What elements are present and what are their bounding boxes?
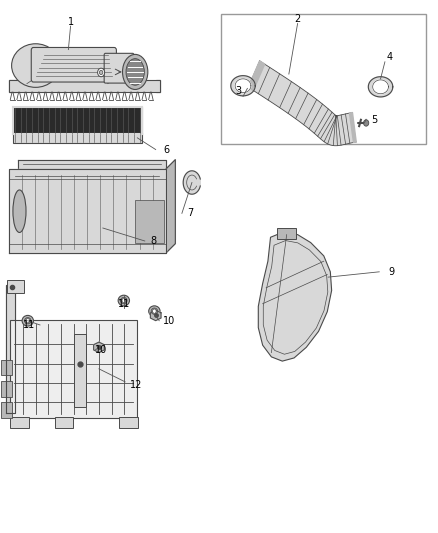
FancyBboxPatch shape [277, 228, 296, 239]
Polygon shape [156, 80, 160, 92]
Polygon shape [248, 61, 356, 146]
Polygon shape [150, 310, 161, 321]
FancyBboxPatch shape [11, 417, 28, 427]
Text: 9: 9 [389, 267, 395, 277]
Text: 8: 8 [150, 236, 156, 246]
Circle shape [364, 120, 369, 126]
Polygon shape [373, 80, 389, 94]
FancyBboxPatch shape [135, 200, 163, 243]
Text: 12: 12 [130, 379, 142, 390]
Ellipse shape [12, 44, 60, 87]
Polygon shape [235, 79, 251, 93]
Ellipse shape [118, 295, 130, 306]
FancyBboxPatch shape [120, 417, 138, 427]
Text: 7: 7 [187, 208, 194, 219]
Polygon shape [9, 80, 15, 92]
FancyBboxPatch shape [9, 80, 160, 92]
Ellipse shape [22, 316, 33, 326]
Polygon shape [248, 61, 265, 91]
Text: 3: 3 [236, 86, 242, 96]
Text: 11: 11 [23, 320, 35, 330]
Polygon shape [231, 76, 255, 96]
Polygon shape [6, 285, 14, 413]
Circle shape [98, 68, 105, 77]
Polygon shape [350, 112, 356, 142]
FancyBboxPatch shape [13, 107, 142, 134]
Ellipse shape [25, 318, 31, 324]
Ellipse shape [123, 54, 148, 90]
Text: 4: 4 [386, 52, 392, 61]
FancyBboxPatch shape [31, 47, 117, 82]
Text: 6: 6 [163, 144, 170, 155]
FancyBboxPatch shape [55, 417, 73, 427]
FancyBboxPatch shape [74, 334, 86, 407]
Text: 10: 10 [95, 345, 107, 356]
Ellipse shape [126, 59, 145, 85]
FancyBboxPatch shape [104, 53, 134, 83]
Circle shape [26, 319, 29, 323]
Circle shape [99, 70, 103, 75]
Polygon shape [94, 342, 104, 352]
FancyBboxPatch shape [221, 14, 426, 144]
Circle shape [122, 298, 126, 303]
Text: 5: 5 [371, 115, 377, 125]
FancyBboxPatch shape [1, 360, 12, 375]
Ellipse shape [120, 297, 127, 304]
FancyBboxPatch shape [7, 280, 24, 293]
Text: 11: 11 [118, 298, 130, 309]
Polygon shape [183, 171, 200, 194]
Text: 10: 10 [162, 316, 175, 326]
Polygon shape [9, 169, 166, 253]
FancyBboxPatch shape [11, 320, 137, 418]
FancyBboxPatch shape [13, 133, 142, 143]
Circle shape [152, 309, 156, 313]
Polygon shape [18, 160, 166, 169]
Ellipse shape [151, 308, 158, 314]
Text: 2: 2 [294, 14, 301, 25]
Polygon shape [368, 77, 393, 97]
FancyBboxPatch shape [1, 402, 12, 418]
Ellipse shape [149, 306, 160, 317]
Text: 1: 1 [67, 17, 74, 27]
Polygon shape [166, 160, 175, 253]
Ellipse shape [13, 190, 26, 232]
Polygon shape [258, 232, 332, 361]
FancyBboxPatch shape [1, 381, 12, 397]
